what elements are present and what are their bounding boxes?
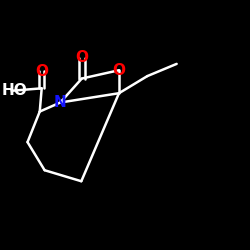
Text: N: N (54, 95, 67, 110)
Text: HO: HO (1, 83, 27, 98)
Text: O: O (75, 50, 88, 65)
Text: O: O (112, 63, 126, 78)
Text: O: O (35, 64, 48, 79)
